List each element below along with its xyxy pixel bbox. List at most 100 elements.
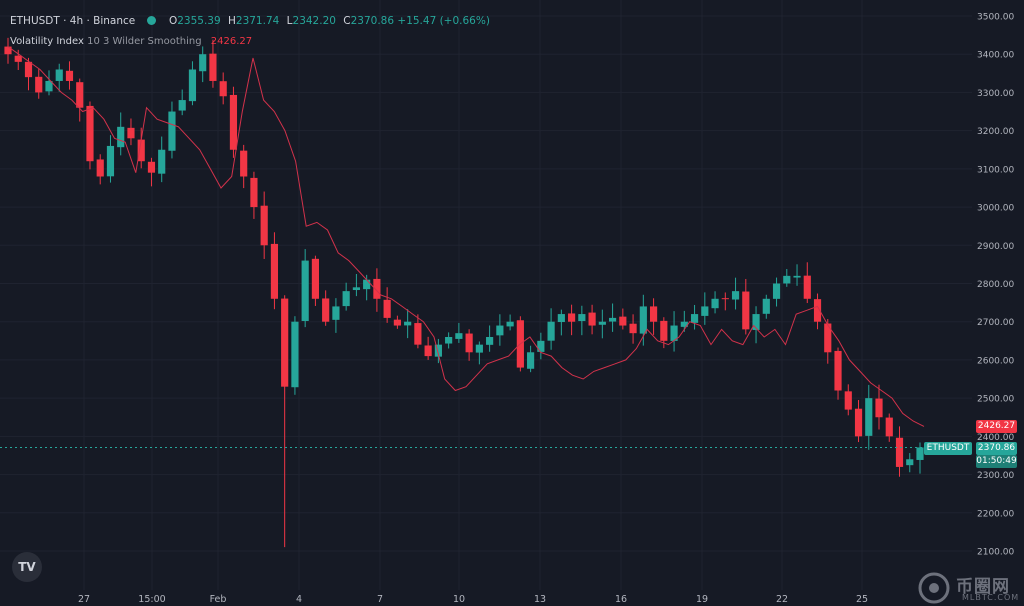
candle-body [465, 333, 473, 353]
candle-body [783, 275, 791, 284]
time-tick-label: Feb [210, 594, 227, 605]
candle-body [854, 408, 863, 437]
candle-body [363, 279, 371, 290]
price-tick-label: 2500.00 [977, 395, 1014, 405]
candle-body [404, 321, 412, 326]
price-tick-label: 2400.00 [977, 433, 1014, 443]
price-tick-label: 3200.00 [977, 127, 1014, 137]
candle-body [557, 314, 565, 323]
candle-body [875, 398, 883, 418]
candle-body [711, 298, 719, 309]
candle-body [178, 100, 186, 111]
time-tick-label: 4 [296, 594, 302, 605]
candle-body [547, 321, 555, 341]
price-tick-label: 3300.00 [977, 89, 1014, 99]
candle-body [24, 61, 33, 78]
candle-body [475, 344, 483, 353]
candle-body [281, 298, 289, 387]
candle-body [322, 298, 330, 322]
change-value: +15.47 (+0.66%) [397, 15, 490, 27]
candle-body [14, 55, 22, 62]
candle-body [4, 46, 12, 55]
candle-body [240, 150, 248, 177]
candle-body [629, 323, 637, 334]
candle-body [506, 321, 514, 327]
candle-body [660, 320, 668, 341]
volatility-index-line [7, 46, 925, 427]
candle-body [414, 323, 422, 345]
candle-body [916, 447, 924, 460]
watermark-logo-icon [918, 572, 950, 604]
candle-body [332, 306, 340, 320]
symbol-legend: ETHUSDT · 4h · Binance O2355.39 H2371.74… [10, 15, 490, 27]
price-tick-label: 3500.00 [977, 13, 1014, 23]
price-tick-label: 3400.00 [977, 51, 1014, 61]
candle-body [568, 313, 576, 322]
watermark: 币圈网 MLBTC.COM [916, 570, 1024, 606]
time-tick-label: 16 [615, 594, 627, 605]
time-tick-label: 7 [377, 594, 383, 605]
candle-body [270, 243, 279, 299]
close-key: C [343, 15, 351, 27]
candle-body [158, 149, 166, 174]
candle-body [813, 299, 822, 322]
indicator-name: Volatility Index [10, 36, 84, 47]
candle-body [434, 344, 442, 357]
indicator-legend[interactable]: Volatility Index 10 3 Wilder Smoothing 2… [10, 36, 252, 47]
candle-body [106, 145, 115, 177]
low-value: 2342.20 [292, 15, 336, 27]
candle-body [762, 298, 770, 314]
symbol-title[interactable]: ETHUSDT · 4h · Binance [10, 15, 136, 27]
candle-body [598, 321, 606, 325]
candle-body [76, 82, 84, 108]
time-axis: 27 15:00 Feb 4 7 10 13 16 19 22 25 [78, 594, 868, 605]
candle-body [772, 283, 781, 299]
candle-body [455, 333, 463, 339]
candle-body [35, 76, 43, 93]
indicator-price-tag: 2426.27 [976, 420, 1017, 433]
open-key: O [168, 15, 178, 27]
candle-body [721, 298, 729, 300]
candle-body [885, 417, 893, 437]
last-price-tag: 2370.86 [976, 442, 1017, 455]
price-axis: 3500.00 3400.00 3300.00 3200.00 3100.00 3000.… [977, 13, 1014, 558]
price-tick-label: 3000.00 [977, 204, 1014, 214]
candle-body [670, 325, 678, 341]
price-tick-label: 2200.00 [977, 509, 1014, 519]
candle-body [250, 177, 258, 208]
time-tick-label: 19 [696, 594, 708, 605]
candle-body [844, 391, 852, 410]
candle-body [65, 70, 74, 81]
candle-body [137, 139, 145, 162]
candle-body [895, 437, 904, 467]
candle-body [147, 161, 156, 173]
candle-body [342, 291, 350, 307]
candle-body [588, 312, 596, 326]
high-key: H [227, 15, 236, 27]
chart-grid [0, 0, 972, 590]
candle-body [199, 54, 207, 72]
candle-body [96, 159, 104, 177]
candle-body [291, 321, 299, 388]
candle-body [393, 319, 401, 326]
candle-body [824, 323, 832, 353]
candle-body [731, 291, 740, 300]
watermark-site: MLBTC.COM [962, 593, 1020, 602]
candle-body [906, 459, 914, 466]
market-status-icon [146, 16, 156, 25]
candle-body [260, 205, 268, 246]
tradingview-logo-icon[interactable]: TV [12, 552, 42, 582]
candle-body [680, 321, 688, 327]
candle-body [803, 275, 811, 299]
time-tick-label: 10 [453, 594, 465, 605]
candle-body [527, 352, 535, 369]
low-key: L [286, 15, 293, 27]
candle-body [311, 258, 320, 299]
candle-body [209, 53, 217, 81]
price-tick-label: 2100.00 [977, 548, 1014, 558]
high-value: 2371.74 [235, 15, 280, 27]
price-tick-label: 2300.00 [977, 471, 1014, 481]
price-tick-label: 3100.00 [977, 165, 1014, 175]
candle-body [578, 314, 586, 322]
